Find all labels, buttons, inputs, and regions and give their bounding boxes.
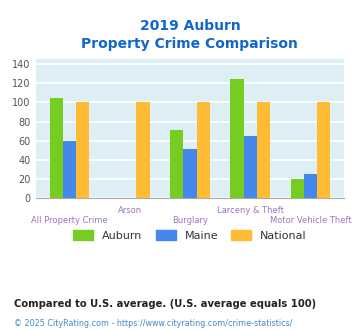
Text: Compared to U.S. average. (U.S. average equals 100): Compared to U.S. average. (U.S. average … <box>14 299 316 309</box>
Title: 2019 Auburn
Property Crime Comparison: 2019 Auburn Property Crime Comparison <box>82 19 298 51</box>
Text: © 2025 CityRating.com - https://www.cityrating.com/crime-statistics/: © 2025 CityRating.com - https://www.city… <box>14 319 293 328</box>
Bar <box>244 136 257 198</box>
Bar <box>136 102 149 198</box>
Bar <box>230 79 244 198</box>
Text: Arson: Arson <box>118 206 142 215</box>
Text: Larceny & Theft: Larceny & Theft <box>217 206 284 215</box>
Bar <box>76 102 89 198</box>
Bar <box>183 149 197 198</box>
Bar <box>170 130 183 198</box>
Bar <box>257 102 270 198</box>
Text: Burglary: Burglary <box>172 216 208 225</box>
Bar <box>304 174 317 198</box>
Bar <box>290 179 304 198</box>
Bar <box>317 102 330 198</box>
Bar <box>50 98 63 198</box>
Legend: Auburn, Maine, National: Auburn, Maine, National <box>69 225 311 245</box>
Text: All Property Crime: All Property Crime <box>31 216 108 225</box>
Bar <box>197 102 210 198</box>
Bar <box>63 141 76 198</box>
Text: Motor Vehicle Theft: Motor Vehicle Theft <box>269 216 351 225</box>
